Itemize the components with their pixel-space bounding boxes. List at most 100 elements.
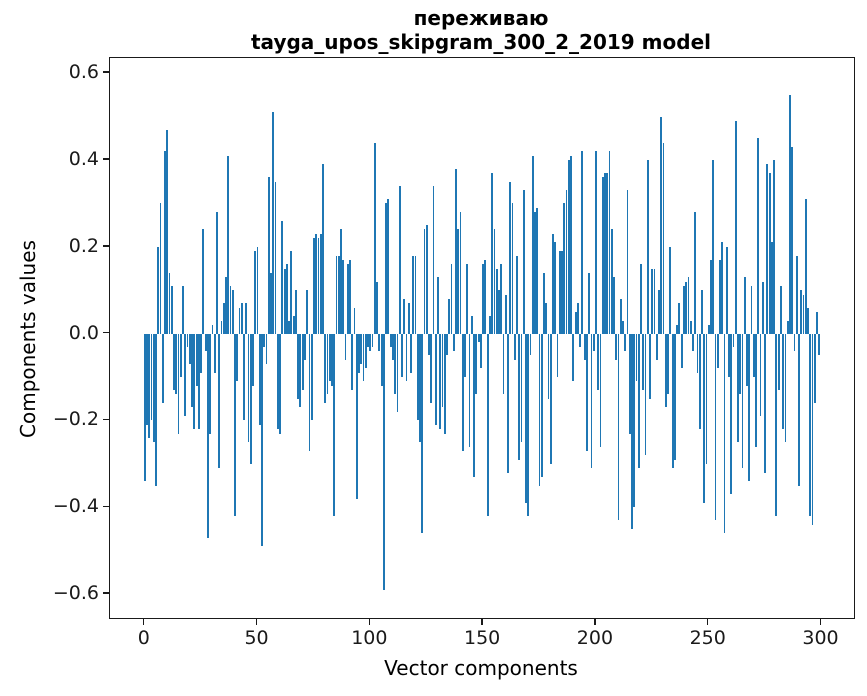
bar xyxy=(723,333,726,534)
bar xyxy=(353,307,356,334)
bar xyxy=(475,333,478,395)
bar xyxy=(387,199,390,334)
bar xyxy=(410,333,412,373)
bar xyxy=(315,233,318,334)
bar xyxy=(301,333,304,391)
bar xyxy=(308,333,311,451)
bar xyxy=(585,333,588,451)
bar xyxy=(425,225,428,334)
bar xyxy=(209,333,212,434)
bar xyxy=(624,333,627,352)
bar xyxy=(649,333,651,399)
bar xyxy=(340,229,342,334)
bar xyxy=(728,333,730,378)
bar xyxy=(376,281,378,334)
bar xyxy=(349,259,351,334)
bar xyxy=(161,333,164,404)
y-tick-mark xyxy=(103,418,109,421)
bar xyxy=(288,320,290,334)
bar xyxy=(601,177,604,334)
bar xyxy=(378,333,381,352)
bar xyxy=(428,333,430,356)
chart-title-model: tayga_upos_skipgram_300_2_2019 model xyxy=(251,30,711,54)
bar xyxy=(777,333,780,391)
bar xyxy=(692,333,694,352)
bar xyxy=(705,333,708,464)
bar xyxy=(200,333,203,373)
bar xyxy=(491,173,494,334)
bar xyxy=(227,155,230,334)
bar xyxy=(401,333,403,378)
x-tick-mark xyxy=(368,618,371,625)
bar xyxy=(608,151,611,334)
bar xyxy=(761,281,764,334)
bar xyxy=(655,333,658,360)
bar xyxy=(502,333,505,395)
bar xyxy=(561,251,563,334)
bar xyxy=(258,333,261,425)
bar xyxy=(516,255,518,334)
bar xyxy=(150,333,153,421)
bar xyxy=(493,229,496,334)
bar xyxy=(419,333,421,443)
x-tick-label: 300 xyxy=(802,627,839,649)
bar xyxy=(676,324,679,334)
bar xyxy=(628,333,631,434)
bar xyxy=(671,333,674,469)
x-tick-label: 150 xyxy=(463,627,501,649)
bar xyxy=(739,333,742,395)
bar xyxy=(520,333,523,443)
bar xyxy=(750,285,753,334)
bar xyxy=(211,324,214,334)
x-tick-label: 250 xyxy=(689,627,726,649)
bar xyxy=(730,333,733,495)
bar xyxy=(685,281,688,334)
y-tick-label: 0.0 xyxy=(68,321,99,344)
bar xyxy=(292,316,295,334)
bar xyxy=(746,333,748,386)
bar xyxy=(188,333,191,365)
bar xyxy=(175,333,178,395)
bar xyxy=(764,333,766,473)
bar xyxy=(218,333,221,469)
bar xyxy=(554,242,557,334)
bar xyxy=(719,259,721,334)
bar xyxy=(220,320,223,334)
bar xyxy=(168,272,171,334)
x-tick-label: 50 xyxy=(244,627,269,649)
bar xyxy=(272,112,275,334)
bar xyxy=(660,116,663,334)
x-tick-label: 100 xyxy=(351,627,388,649)
bar xyxy=(265,333,268,365)
bar xyxy=(310,333,313,421)
bar xyxy=(543,272,545,334)
x-tick-mark xyxy=(142,618,145,625)
bar xyxy=(281,220,284,334)
bar xyxy=(477,333,480,343)
bar xyxy=(283,268,286,334)
bar xyxy=(351,333,354,391)
bar xyxy=(545,303,548,334)
y-tick-mark xyxy=(103,71,109,73)
bar xyxy=(513,333,516,360)
bar xyxy=(164,151,166,334)
bar xyxy=(804,199,807,334)
bar xyxy=(818,333,821,356)
bar xyxy=(525,333,527,503)
bar xyxy=(619,298,622,334)
bar xyxy=(177,333,180,434)
bar xyxy=(800,290,803,334)
chart-title: переживаю tayga_upos_skipgram_300_2_2019… xyxy=(109,6,853,54)
bar xyxy=(143,333,146,482)
bar xyxy=(294,290,297,334)
bar xyxy=(694,212,697,334)
y-tick-mark xyxy=(103,331,109,334)
bar xyxy=(304,333,306,360)
bar xyxy=(290,251,293,334)
bar xyxy=(518,333,521,460)
bar xyxy=(252,333,254,386)
bar xyxy=(556,333,559,378)
bar xyxy=(403,298,406,334)
bar xyxy=(698,333,701,430)
bar xyxy=(234,333,236,516)
